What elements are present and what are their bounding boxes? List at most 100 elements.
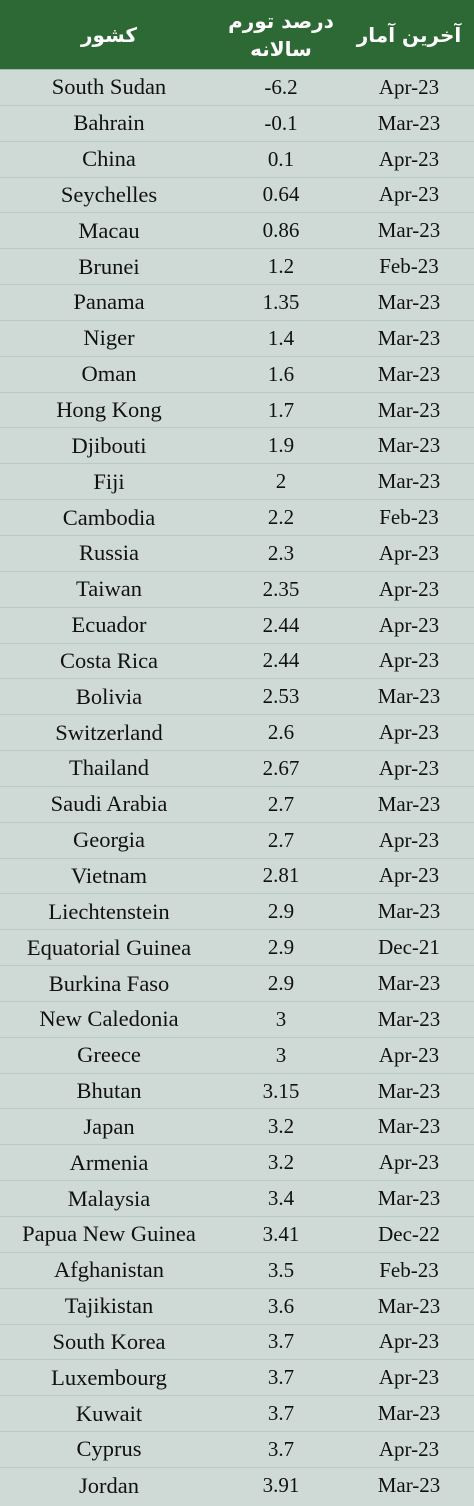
table-row: New Caledonia 3 Mar-23 [0, 1002, 474, 1038]
cell-country: Vietnam [70, 862, 148, 888]
cell-latest-stat: Mar-23 [377, 469, 441, 494]
cell-latest-stat: Mar-23 [377, 684, 441, 709]
cell-latest-stat: Apr-23 [378, 1436, 440, 1461]
table-body: South Sudan -6.2 Apr-23 Bahrain -0.1 Mar-23 Ch… [0, 70, 474, 1506]
cell-country: Ecuador [71, 612, 147, 638]
cell-country: Taiwan [76, 576, 142, 602]
cell-inflation-rate: 2.67 [262, 755, 300, 780]
cell-inflation-rate: 3.91 [262, 1473, 300, 1498]
cell-latest-stat: Apr-23 [378, 1329, 440, 1354]
cell-latest-stat: Apr-23 [378, 612, 440, 637]
cell-inflation-rate: 2.2 [267, 505, 295, 530]
cell-latest-stat: Mar-23 [377, 433, 441, 458]
cell-latest-stat: Apr-23 [378, 863, 440, 888]
cell-latest-stat: Mar-23 [377, 1186, 441, 1211]
cell-latest-stat: Mar-23 [377, 361, 441, 386]
cell-latest-stat: Apr-23 [378, 827, 440, 852]
table-row: Cambodia 2.2 Feb-23 [0, 500, 474, 536]
cell-country: Panama [73, 289, 145, 315]
header-country: کشور [80, 22, 138, 47]
cell-inflation-rate: 3.4 [267, 1186, 295, 1211]
cell-country: Fiji [93, 468, 125, 494]
cell-country: Bhutan [76, 1078, 142, 1104]
cell-latest-stat: Apr-23 [378, 720, 440, 745]
table-row: Papua New Guinea 3.41 Dec-22 [0, 1217, 474, 1253]
table-row: Oman 1.6 Mar-23 [0, 357, 474, 393]
cell-latest-stat: Feb-23 [379, 254, 439, 279]
table-row: Jordan 3.91 Mar-23 [0, 1468, 474, 1504]
cell-latest-stat: Mar-23 [377, 1473, 441, 1498]
cell-latest-stat: Mar-23 [377, 218, 441, 243]
cell-country: Russia [78, 540, 139, 566]
cell-latest-stat: Dec-22 [378, 1221, 440, 1246]
cell-inflation-rate: 3.6 [267, 1293, 295, 1318]
cell-country: Switzerland [55, 719, 163, 745]
cell-inflation-rate: 2.35 [262, 576, 300, 601]
cell-inflation-rate: 2 [275, 469, 287, 494]
cell-country: Cambodia [62, 504, 156, 530]
cell-country: Malaysia [67, 1185, 151, 1211]
table-row: Fiji 2 Mar-23 [0, 464, 474, 501]
cell-inflation-rate: 2.81 [262, 863, 300, 888]
cell-latest-stat: Mar-23 [377, 397, 441, 422]
table-row: Luxembourg 3.7 Apr-23 [0, 1360, 474, 1397]
table-row: South Korea 3.7 Apr-23 [0, 1325, 474, 1361]
cell-inflation-rate: 3 [275, 1006, 287, 1031]
cell-country: Equatorial Guinea [26, 934, 192, 960]
table-row: Macau 0.86 Mar-23 [0, 213, 474, 250]
table-row: Burkina Faso 2.9 Mar-23 [0, 966, 474, 1002]
cell-country: Niger [83, 325, 135, 351]
table-row: Liechtenstein 2.9 Mar-23 [0, 894, 474, 931]
header-inflation-rate: درصد تورم سالانه [228, 8, 334, 61]
cell-inflation-rate: 3.7 [267, 1365, 295, 1390]
table-row: Malaysia 3.4 Mar-23 [0, 1181, 474, 1217]
table-row: Panama 1.35 Mar-23 [0, 285, 474, 321]
cell-inflation-rate: 1.2 [267, 254, 295, 279]
cell-latest-stat: Mar-23 [377, 971, 441, 996]
cell-latest-stat: Mar-23 [377, 325, 441, 350]
table-row: Saudi Arabia 2.7 Mar-23 [0, 787, 474, 823]
cell-country: Saudi Arabia [50, 791, 168, 817]
table-row: Hong Kong 1.7 Mar-23 [0, 393, 474, 429]
cell-latest-stat: Apr-23 [378, 1365, 440, 1390]
cell-latest-stat: Mar-23 [377, 791, 441, 816]
cell-country: Kuwait [75, 1400, 143, 1426]
cell-country: Japan [83, 1113, 135, 1139]
cell-inflation-rate: 3.15 [262, 1078, 300, 1103]
table-row: Russia 2.3 Apr-23 [0, 536, 474, 572]
cell-latest-stat: Apr-23 [378, 182, 440, 207]
table-row: Afghanistan 3.5 Feb-23 [0, 1253, 474, 1289]
cell-inflation-rate: 0.64 [262, 182, 300, 207]
cell-country: Liechtenstein [48, 898, 170, 924]
cell-country: Seychelles [60, 181, 158, 207]
header-latest-stat: آخرین آمار [356, 22, 462, 47]
cell-inflation-rate: -6.2 [264, 74, 298, 99]
cell-inflation-rate: 3.2 [267, 1150, 295, 1175]
cell-country: Oman [81, 361, 137, 387]
cell-inflation-rate: 3.7 [267, 1401, 295, 1426]
cell-latest-stat: Mar-23 [377, 1293, 441, 1318]
cell-latest-stat: Apr-23 [378, 576, 440, 601]
cell-inflation-rate: 3.2 [267, 1114, 295, 1139]
cell-latest-stat: Apr-23 [378, 755, 440, 780]
cell-country: Costa Rica [59, 647, 159, 673]
cell-country: Afghanistan [54, 1257, 164, 1283]
table-row: Bhutan 3.15 Mar-23 [0, 1074, 474, 1110]
cell-inflation-rate: 1.7 [267, 397, 295, 422]
cell-country: Georgia [72, 827, 146, 853]
cell-country: South Sudan [51, 74, 167, 100]
table-row: Switzerland 2.6 Apr-23 [0, 715, 474, 752]
cell-country: Papua New Guinea [22, 1221, 196, 1247]
cell-inflation-rate: 2.9 [267, 935, 295, 960]
cell-country: Cyprus [76, 1436, 142, 1462]
table-row: Niger 1.4 Mar-23 [0, 321, 474, 357]
cell-inflation-rate: 2.53 [262, 684, 300, 709]
cell-inflation-rate: 3.7 [267, 1436, 295, 1461]
cell-inflation-rate: 0.1 [267, 146, 295, 171]
cell-country: Thailand [69, 755, 149, 781]
cell-latest-stat: Apr-23 [378, 1042, 440, 1067]
table-row: Bahrain -0.1 Mar-23 [0, 106, 474, 142]
cell-country: Brunei [78, 253, 140, 279]
cell-latest-stat: Mar-23 [377, 1078, 441, 1103]
table-row: Seychelles 0.64 Apr-23 [0, 178, 474, 214]
